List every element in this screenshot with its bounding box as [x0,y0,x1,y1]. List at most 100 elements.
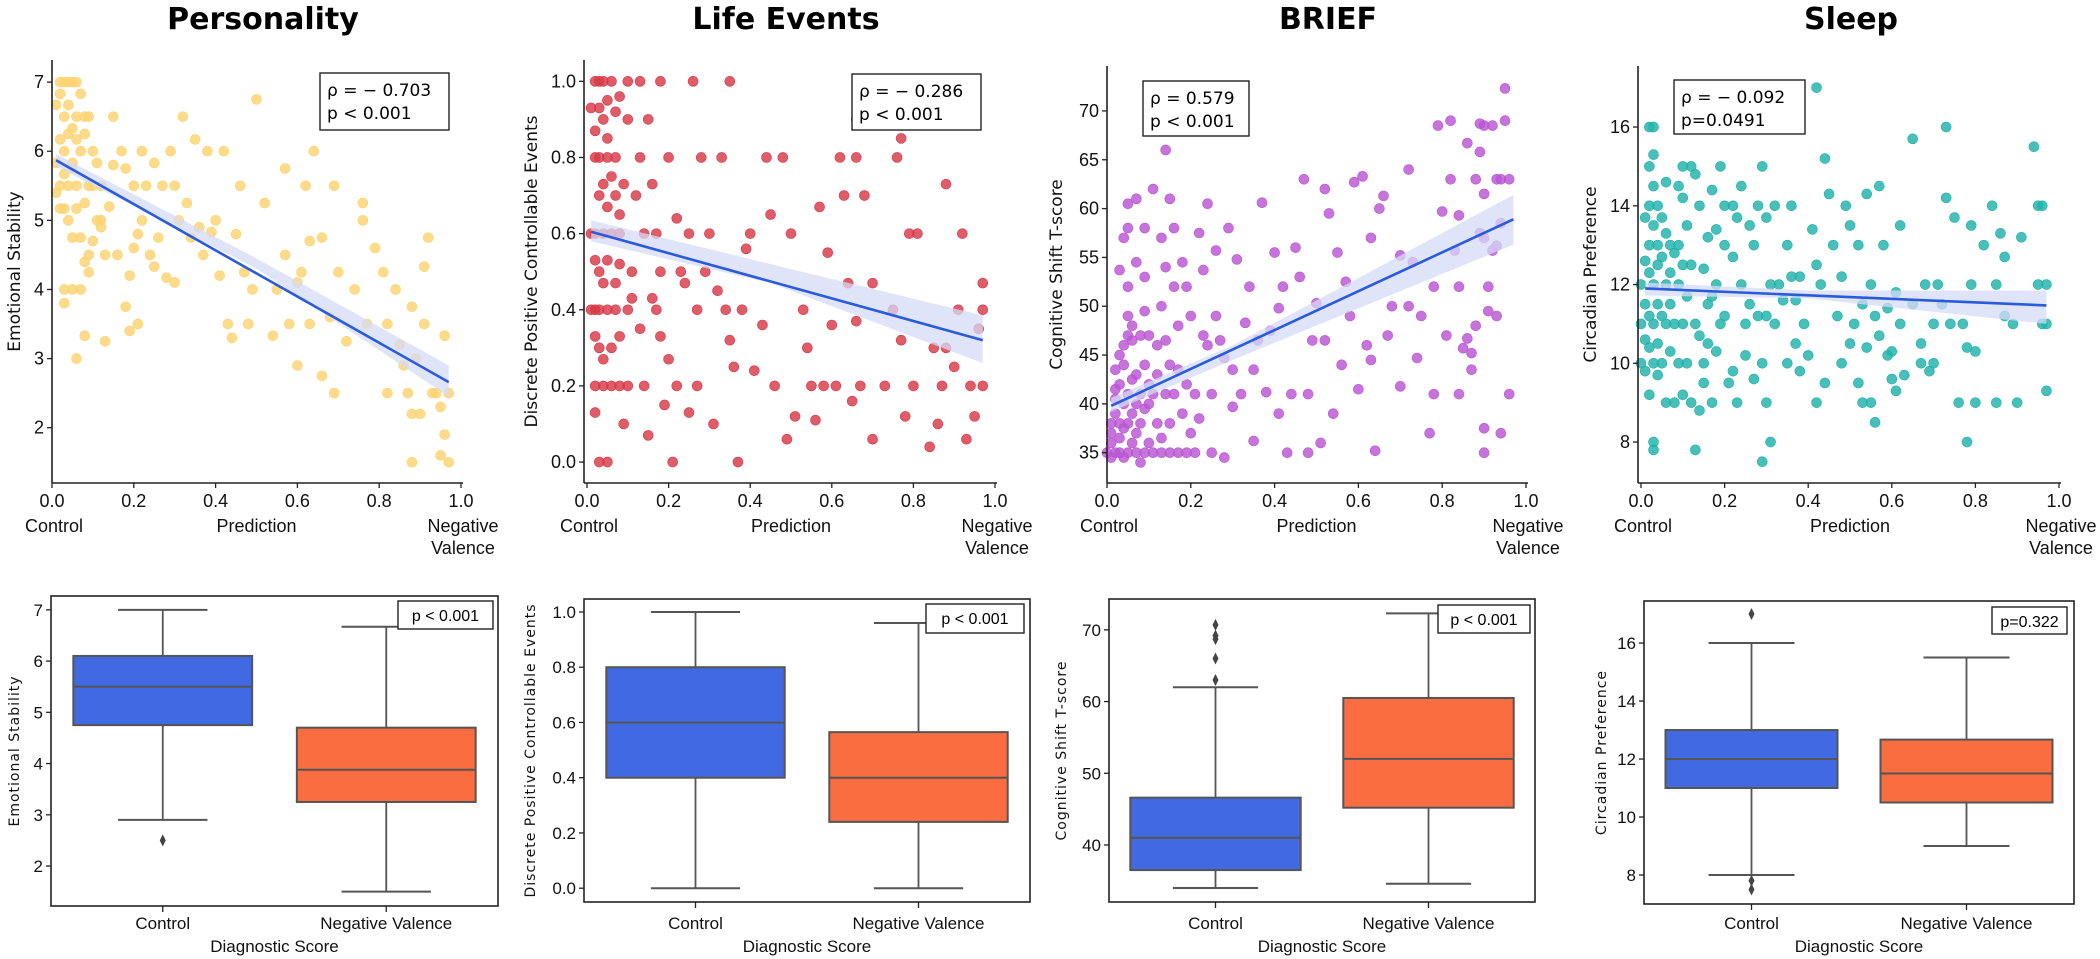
data-point [1231,254,1243,265]
data-point [1660,228,1672,239]
data-point [589,331,601,342]
data-point [1122,310,1134,322]
data-point [589,407,601,418]
data-point [328,387,340,399]
data-point [606,342,617,354]
box-negative-valence [1342,612,1515,885]
data-point [1336,359,1347,371]
data-point [279,163,291,174]
data-point [1210,310,1222,322]
data-point [132,318,144,330]
data-point [1782,357,1793,369]
data-point [1773,279,1785,290]
data-point [1122,198,1134,209]
data-point [1332,247,1343,258]
data-point [1470,320,1482,332]
y-tick-label: 12 [1617,750,1636,769]
data-point [1156,432,1167,444]
data-point [1698,377,1709,389]
data-point [58,111,70,122]
data-point [1172,320,1184,332]
data-point [626,293,638,304]
data-point [1886,346,1898,357]
data-point [1382,330,1394,341]
data-point [891,152,903,163]
data-point [1126,437,1138,449]
data-point [71,353,82,364]
data-point [2016,231,2027,243]
data-point [1752,200,1764,212]
data-point [1235,388,1247,400]
data-point [108,111,119,122]
data-point [1198,264,1209,276]
data-point [1164,359,1176,371]
data-point [1694,330,1705,342]
y-tick-label: 14 [1617,692,1636,711]
data-point [1114,264,1125,276]
x-tick-label: 1.0 [1513,491,1538,511]
data-point [1474,118,1486,129]
data-point [422,232,434,243]
data-point [1482,305,1494,317]
data-point [1915,357,1927,369]
data-point [1656,357,1668,369]
x-axis-label: Prediction [216,516,296,536]
data-point [169,277,180,288]
data-point [655,76,666,87]
data-point [267,330,279,342]
data-point [1365,354,1377,366]
regression-line [1645,287,2047,307]
data-point [1202,198,1213,209]
data-point [369,242,381,254]
data-point [87,145,99,157]
x-tick-label: 0.4 [1796,491,1821,511]
data-point [63,99,74,111]
data-point [226,332,238,344]
data-point [1761,212,1772,223]
data-point [957,228,968,239]
data-point [1131,193,1142,205]
data-point [1273,302,1285,314]
data-point [610,190,621,201]
data-point [622,380,634,392]
data-point [589,254,601,266]
data-point [638,380,650,392]
data-point [1122,281,1134,293]
data-point [610,277,621,289]
scatter-panel-life-events: Life Events 0.0 0.2 0.4 0.6 0.8 1.0 0.0 0.2 0.4 0.… [522,2,1033,558]
correlation-text: ρ = − 0.286 [859,82,963,102]
x-tick-label: 1.0 [448,491,473,511]
data-point [1991,279,2002,290]
box-control [1664,608,1839,896]
data-point [1143,398,1155,410]
data-point [1861,188,1873,200]
data-point [1206,447,1218,459]
data-point [1731,397,1743,408]
data-point [602,254,613,266]
panel-title: Life Events [692,2,879,37]
data-point [120,301,131,313]
data-point [1227,401,1238,413]
data-point [1986,200,1998,212]
data-point [659,399,670,411]
outlier-point [159,834,166,847]
data-point [859,190,870,201]
data-point [95,221,107,233]
data-point [136,145,148,157]
data-point [1836,357,1847,369]
x-label-control: Control [1080,516,1138,536]
data-point [58,297,70,309]
data-point [222,318,234,330]
data-point [695,152,707,163]
data-point [1786,200,1797,212]
data-point [602,133,613,144]
data-point [83,266,95,278]
boxplot-panel-4: Control Negative Valence 8 10 12 14 16 Diagnost… [1594,600,2075,956]
data-point [161,272,172,284]
data-point [1652,200,1664,212]
data-point [304,318,315,330]
data-point [1970,346,1981,357]
data-point [1478,423,1490,434]
box-control [1129,618,1302,890]
data-point [1164,193,1176,205]
